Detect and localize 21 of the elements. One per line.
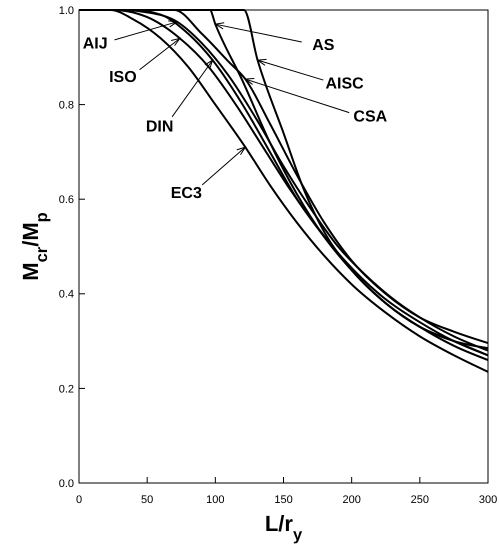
annotation: AS <box>312 36 335 54</box>
x-tick-label: 300 <box>478 494 498 506</box>
x-axis-title: L/r$_{y}$ <box>264 511 303 544</box>
x-tick-label: 100 <box>206 494 225 506</box>
y-tick-label: 0.4 <box>58 288 74 301</box>
x-tick-label: 250 <box>410 494 430 506</box>
x-tick-label: 50 <box>141 494 154 506</box>
y-tick-label: 0.2 <box>58 383 74 396</box>
y-tick-label: 0.6 <box>58 194 74 206</box>
y-tick-label: 0.0 <box>58 478 74 490</box>
y-tick-label: 1.0 <box>58 4 74 17</box>
annotation: AIJ <box>82 35 108 52</box>
annotation: EC3 <box>170 184 202 202</box>
annotation: AISC <box>325 76 364 93</box>
annotation: DIN <box>146 118 174 136</box>
annotation: CSA <box>353 108 388 126</box>
annotation: ISO <box>109 68 137 86</box>
x-tick-label: 200 <box>342 494 361 506</box>
y-tick-label: 0.8 <box>58 99 74 112</box>
x-tick-label: 150 <box>274 494 293 506</box>
x-tick-label: 0 <box>76 494 82 506</box>
